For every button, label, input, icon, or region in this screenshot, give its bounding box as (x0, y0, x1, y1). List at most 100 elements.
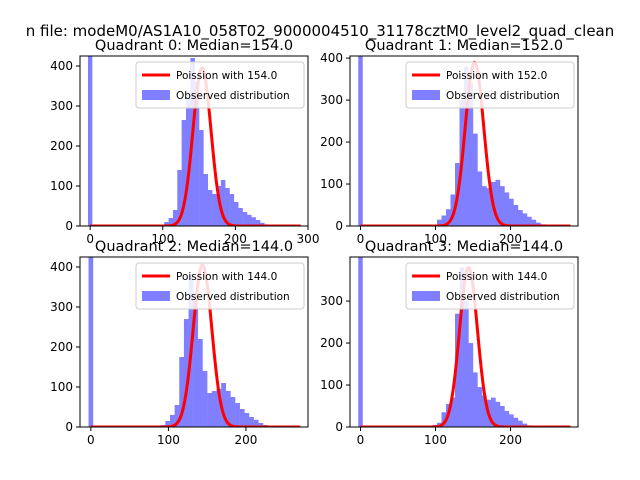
quadrant-0-xtick-label: 300 (297, 232, 320, 246)
figure-title: n file: modeM0/AS1A10_058T02_9000004510_… (26, 22, 615, 41)
quadrant-3-hist-bar (504, 411, 510, 427)
quadrant-1-ytick-label: 300 (320, 93, 343, 107)
quadrant-1-hist-bar (536, 222, 541, 226)
quadrant-2-ytick-label: 400 (50, 260, 73, 274)
quadrant-3-legend-poisson-label: Poission with 144.0 (446, 271, 547, 283)
quadrant-1-hist-bar (441, 215, 447, 226)
quadrant-2-hist-bar (225, 391, 231, 427)
quadrant-1-xtick-label: 0 (357, 232, 365, 246)
quadrant-3-hist-bar (459, 267, 465, 427)
quadrant-2-xtick-label: 100 (157, 433, 180, 447)
quadrant-0-hist-bar (251, 217, 256, 226)
quadrant-3-hist-bar (477, 387, 483, 427)
quadrant-3-hist-bar (491, 397, 496, 427)
quadrant-1-hist-bar (495, 179, 501, 226)
quadrant-0-hist-bar (164, 222, 169, 226)
quadrant-0-legend: Poission with 154.0 Observed distribution (135, 61, 305, 109)
quadrant-0-hist-bar (172, 210, 178, 226)
quadrant-1-ytick-label: 0 (335, 219, 343, 233)
quadrant-2-legend-hist-swatch (142, 291, 170, 301)
quadrant-3-hist-bar (495, 401, 501, 427)
quadrant-3-hist-bar (450, 397, 456, 427)
quadrant-1-hist-bar (518, 210, 523, 226)
quadrant-1-plot-area (358, 56, 572, 226)
quadrant-3-legend-box (405, 262, 575, 310)
quadrant-1-hist-bar (500, 186, 505, 226)
quadrant-3-hist-bar (522, 423, 528, 427)
quadrant-1-xtick-label: 200 (499, 232, 522, 246)
quadrant-1-legend-hist-swatch (412, 90, 440, 100)
quadrant-0-legend-hist-label: Observed distribution (176, 90, 290, 102)
quadrant-3-hist-bar (468, 343, 474, 427)
quadrant-2-hist-bar (202, 371, 208, 427)
quadrant-2-hist-bar (169, 415, 175, 427)
quadrant-2-hist-bar (174, 405, 180, 427)
quadrant-0-xtick-label: 100 (151, 232, 174, 246)
quadrant-0-legend-poisson-label: Poission with 154.0 (176, 70, 277, 82)
quadrant-1-legend-box (405, 61, 575, 109)
quadrant-2-legend: Poission with 144.0 Observed distribution (135, 262, 305, 310)
quadrant-2-hist-bar (179, 357, 185, 427)
quadrant-2-spike-bar (88, 257, 94, 427)
quadrant-1-title: Quadrant 1: Median=152.0 (365, 38, 563, 54)
quadrant-0-title: Quadrant 0: Median=154.0 (95, 38, 293, 54)
quadrant-0-spike-bar (87, 56, 93, 226)
quadrant-2-hist-bar (211, 391, 217, 427)
quadrant-0-hist-bar (247, 214, 252, 226)
quadrant-2-hist-bar (258, 423, 264, 427)
quadrant-3-hist-bar (513, 417, 519, 427)
quadrant-1-hist-bar (464, 66, 469, 226)
quadrant-1-legend: Poission with 152.0 Observed distribution (405, 61, 575, 109)
quadrant-2-hist-bar (235, 403, 240, 427)
quadrant-1-spike-bar (358, 56, 363, 226)
quadrant-2-hist-bar (197, 339, 203, 427)
quadrant-3-chart: 0 100 200 0 100 200 300 Quadrant 3: Median=144.… (320, 239, 579, 447)
quadrant-0-ytick-label: 200 (50, 139, 73, 153)
quadrant-3-hist-bar (500, 406, 505, 427)
quadrant-0-hist-bar (233, 202, 239, 226)
quadrant-0-chart: 0 100 200 300 0 100 200 300 400 Quadrant 0: Media… (50, 38, 319, 246)
quadrant-0-hist-bar (229, 194, 235, 226)
quadrant-3-spike-bar (358, 257, 363, 427)
quadrant-0-hist-bar (177, 170, 182, 226)
quadrant-3-axes-frame (349, 256, 579, 428)
quadrant-1-hist-bar (522, 213, 528, 226)
quadrant-0-axes-frame (79, 55, 309, 227)
quadrant-0-hist-bar (186, 98, 191, 226)
quadrant-1-hist-bar (473, 133, 478, 226)
quadrant-2-ytick-label: 300 (50, 300, 73, 314)
quadrant-0-hist-bar (238, 208, 243, 226)
quadrant-3-title: Quadrant 3: Median=144.0 (365, 239, 563, 255)
quadrant-0-hist-bar (207, 190, 213, 226)
quadrant-2-legend-hist-label: Observed distribution (176, 291, 290, 303)
quadrant-1-hist-bar (486, 188, 492, 226)
quadrant-2-hist-bar (216, 389, 222, 427)
quadrant-0-hist-bar (220, 180, 226, 226)
quadrant-0-hist-bar (199, 130, 204, 226)
quadrant-0-ytick-label: 400 (50, 59, 73, 73)
quadrant-0-hist-bar (203, 174, 208, 226)
quadrant-0-hist-bar (255, 220, 261, 226)
quadrant-3-hist-bar (482, 395, 487, 427)
quadrant-2-hist-bar (249, 417, 254, 427)
quadrant-2-ytick-label: 0 (65, 420, 73, 434)
quadrant-2-hist-bar (239, 409, 245, 427)
quadrant-0-ytick-label: 300 (50, 99, 73, 113)
quadrant-3-ytick-label: 200 (320, 336, 343, 350)
quadrant-1-ytick-label: 400 (320, 51, 343, 65)
quadrant-2-hist-bar (230, 397, 236, 427)
quadrant-2-hist-bar (244, 413, 250, 427)
quadrant-2-xtick-label: 0 (87, 433, 95, 447)
quadrant-1-hist-bar (437, 219, 442, 226)
quadrant-3-ytick-label: 100 (320, 378, 343, 392)
quadrant-2-legend-poisson-label: Poission with 144.0 (176, 271, 277, 283)
quadrant-1-axes-frame (349, 55, 579, 227)
quadrant-2-chart: 0 100 200 0 100 200 300 400 Quadrant 2: Median=1… (50, 239, 309, 447)
quadrant-3-hist-bar (441, 412, 447, 427)
quadrant-3-hist-bar (509, 414, 514, 427)
quadrant-3-hist-bar (473, 372, 478, 427)
quadrant-3-legend-hist-swatch (412, 291, 440, 301)
quadrant-2-hist-bar (207, 393, 213, 427)
quadrant-2-title: Quadrant 2: Median=144.0 (95, 239, 293, 255)
